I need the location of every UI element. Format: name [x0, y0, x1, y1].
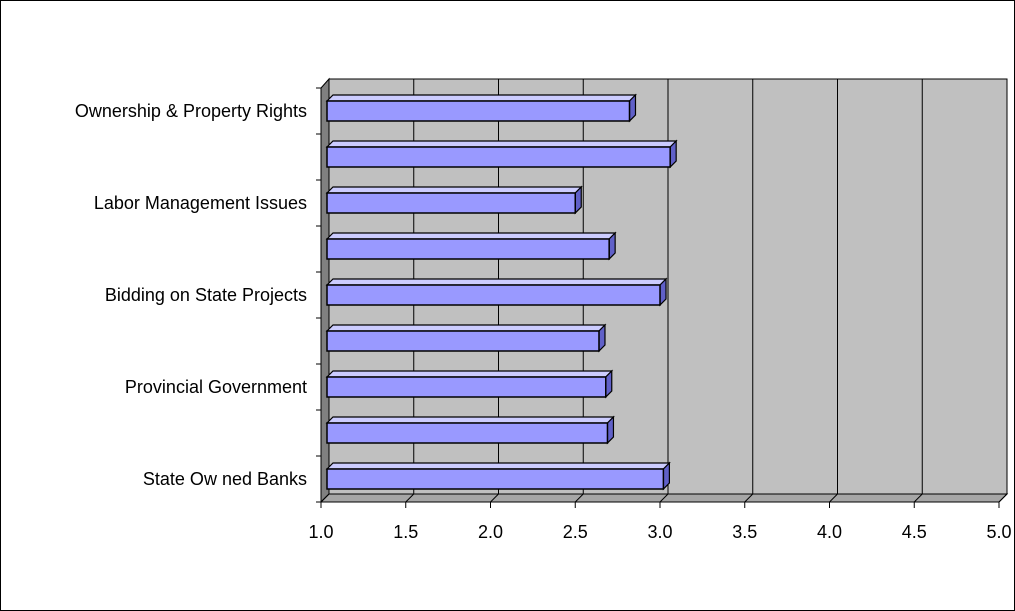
- x-tick-label: 4.0: [817, 522, 842, 542]
- category-axis-ticks: [316, 87, 321, 503]
- bar-front: [326, 238, 610, 260]
- x-axis-tick-labels: 1.0 1.5 2.0 2.5 3.0 3.5 4.0 4.5 5.0: [308, 522, 1011, 542]
- bar-top: [325, 370, 614, 378]
- floor-gridline: [659, 493, 669, 503]
- bar: [325, 277, 668, 307]
- bar-front: [326, 146, 671, 168]
- floor-gridline: [405, 493, 415, 503]
- floor-gridline: [490, 493, 499, 503]
- bar-top: [325, 140, 678, 148]
- floor-gridline: [574, 493, 584, 503]
- x-tick-label: 2.5: [563, 522, 588, 542]
- category-label: Provincial Government: [125, 377, 307, 397]
- category-label: Bidding on State Projects: [105, 285, 307, 305]
- x-tick-label: 2.0: [478, 522, 503, 542]
- category-label: State Ow ned Banks: [143, 469, 307, 489]
- bar-top: [325, 462, 671, 470]
- category-labels: Ownership & Property Rights Labor Managem…: [75, 101, 307, 489]
- bar: [325, 323, 607, 353]
- bar: [325, 93, 637, 123]
- bar-front: [326, 192, 576, 214]
- bar-front: [326, 422, 609, 444]
- x-tick-label: 4.5: [902, 522, 927, 542]
- bar: [325, 415, 615, 445]
- floor-gridline: [744, 493, 754, 503]
- bar-top: [325, 416, 615, 424]
- bar-front: [326, 330, 600, 352]
- bar-top: [325, 278, 668, 286]
- x-tick-label: 3.5: [732, 522, 757, 542]
- category-label: Labor Management Issues: [94, 193, 307, 213]
- bar: [325, 461, 671, 491]
- x-tick-label: 1.0: [308, 522, 333, 542]
- bar-front: [326, 284, 661, 306]
- bar: [325, 139, 678, 169]
- bar-top: [325, 186, 583, 194]
- bar-front: [326, 376, 607, 398]
- category-label: Ownership & Property Rights: [75, 101, 307, 121]
- bar-front: [326, 100, 631, 122]
- floor-gridline: [998, 493, 1008, 503]
- bar: [325, 185, 583, 215]
- floor-gridline: [320, 493, 330, 503]
- x-tick-label: 5.0: [986, 522, 1011, 542]
- bar-top: [325, 232, 617, 240]
- bar-top: [325, 324, 607, 332]
- bar-front: [326, 468, 665, 490]
- x-tick-label: 3.0: [647, 522, 672, 542]
- bar-top: [325, 94, 637, 102]
- bar: [325, 231, 617, 261]
- floor-gridline: [829, 493, 838, 503]
- bars: [325, 93, 678, 491]
- floor-gridline: [913, 493, 923, 503]
- x-tick-label: 1.5: [393, 522, 418, 542]
- bar: [325, 369, 614, 399]
